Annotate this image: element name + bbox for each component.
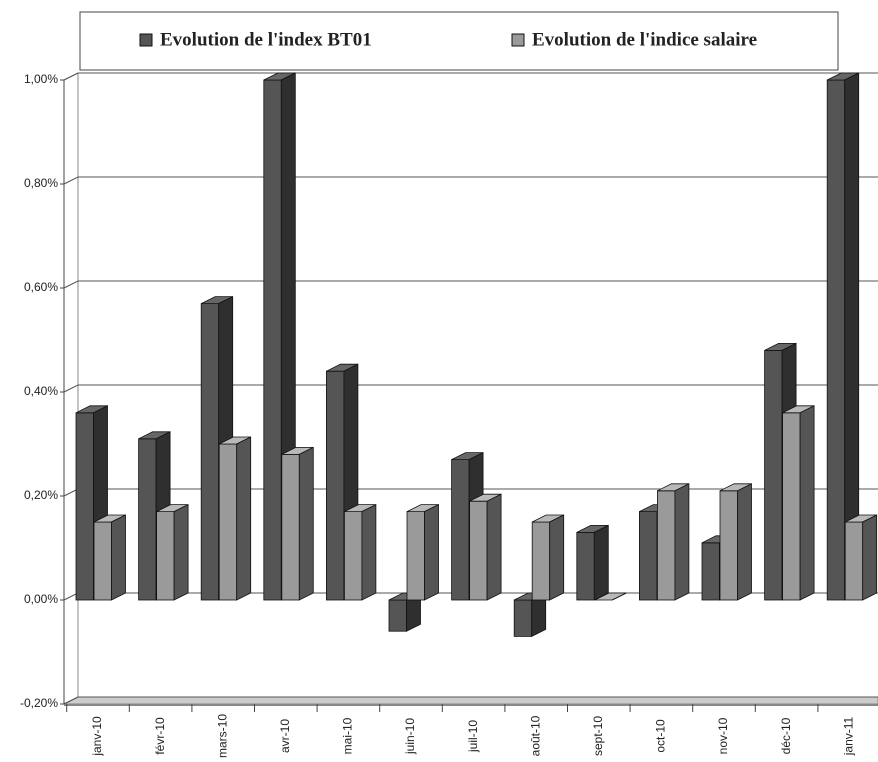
bar xyxy=(782,405,815,601)
bar-side xyxy=(173,503,189,601)
bar-front xyxy=(406,511,425,601)
bar-front xyxy=(719,490,738,601)
bar-front xyxy=(325,370,345,601)
bar-front xyxy=(701,542,720,601)
bar xyxy=(156,503,189,601)
bar xyxy=(594,592,627,601)
bar xyxy=(531,514,565,601)
bar-front xyxy=(657,490,676,601)
bar-side xyxy=(549,514,565,601)
legend-label: Evolution de l'index BT01 xyxy=(160,29,372,50)
bar-front xyxy=(75,412,94,601)
bar xyxy=(281,446,314,601)
legend-box xyxy=(79,11,839,71)
x-tick-label: févr-10 xyxy=(153,717,167,755)
bar-front xyxy=(263,79,282,601)
x-tick-label: janv-10 xyxy=(90,716,104,757)
x-tick-label: nov-10 xyxy=(716,717,730,754)
bar-front xyxy=(826,79,846,601)
bar-side xyxy=(298,446,314,601)
bar-side xyxy=(799,405,815,601)
y-tick-label: 0,00% xyxy=(24,592,58,606)
legend-label: Evolution de l'indice salaire xyxy=(532,29,757,50)
bar-side xyxy=(612,592,627,601)
grid-line xyxy=(63,72,878,81)
bar-side xyxy=(424,503,439,601)
bar-front xyxy=(156,511,175,601)
floor xyxy=(63,696,878,705)
x-tick-label: mai-10 xyxy=(341,717,355,754)
x-tick-label: août-10 xyxy=(528,715,542,756)
bar-front xyxy=(782,412,801,601)
x-tick-label: avr-10 xyxy=(278,719,292,753)
grid-line xyxy=(63,696,878,705)
x-tick-label: juil-10 xyxy=(466,720,480,753)
y-tick-label: 0,20% xyxy=(24,488,58,502)
bar-front xyxy=(513,599,533,637)
grid-line xyxy=(63,280,878,289)
floor-edge xyxy=(64,704,878,706)
bar xyxy=(93,514,126,601)
bar-side xyxy=(236,436,252,601)
bar-side xyxy=(737,483,752,601)
x-tick-label: sept-10 xyxy=(591,716,605,756)
x-tick-label: janv-11 xyxy=(841,716,855,756)
bar-front xyxy=(844,521,864,601)
bar-front xyxy=(764,349,783,601)
bar-front xyxy=(138,438,157,601)
bar xyxy=(576,524,609,601)
x-tick-label: mars-10 xyxy=(215,714,229,758)
legend-swatch xyxy=(139,33,153,47)
bar xyxy=(469,493,502,601)
x-tick-label: déc-10 xyxy=(779,717,793,754)
bar-front xyxy=(218,443,238,601)
bar-side xyxy=(361,503,377,601)
bar-side xyxy=(674,483,690,601)
y-tick-label: 0,60% xyxy=(24,280,58,294)
bar-side xyxy=(486,493,502,601)
bar xyxy=(719,483,752,601)
bar-front xyxy=(281,453,300,601)
bar-side xyxy=(593,524,609,601)
y-tick-label: 1,00% xyxy=(24,72,58,86)
bar-front xyxy=(531,521,551,601)
bar xyxy=(343,503,377,601)
bar-front xyxy=(639,511,658,601)
grid-line xyxy=(63,176,878,185)
bar-front xyxy=(200,303,220,601)
grid-line xyxy=(63,384,878,393)
legend-swatch xyxy=(511,33,525,47)
bar-front xyxy=(343,511,363,601)
bar-front xyxy=(576,532,595,601)
x-tick-label: oct-10 xyxy=(654,719,668,753)
bar-front xyxy=(451,459,470,601)
bar-front xyxy=(388,599,407,632)
bar xyxy=(657,483,690,601)
bar-side xyxy=(111,514,126,601)
bar-side xyxy=(862,514,878,601)
bar-front xyxy=(469,500,488,601)
bar xyxy=(406,503,439,601)
y-tick-label: 0,40% xyxy=(24,384,58,398)
bar xyxy=(844,514,878,601)
bar xyxy=(218,436,252,601)
bar-front xyxy=(93,521,112,601)
y-tick-label: 0,80% xyxy=(24,176,58,190)
x-tick-label: juin-10 xyxy=(403,718,417,755)
y-tick-label: -0,20% xyxy=(20,696,58,710)
